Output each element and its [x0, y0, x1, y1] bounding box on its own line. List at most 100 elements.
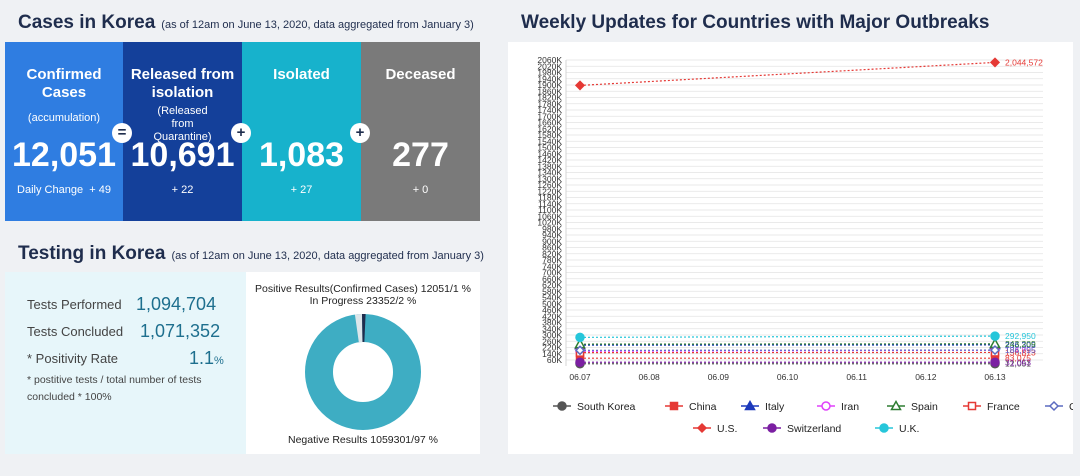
- weekly-updates-line-chart: 60K140K220K260K300K340K380K420K460K500K5…: [537, 55, 1080, 435]
- y-tick-label: 1900K: [537, 80, 562, 90]
- legend-label-switzerland: Switzerland: [787, 423, 841, 435]
- card-confirmed: Confirmed Cases (accumulation) 12,051 Da…: [5, 42, 123, 221]
- y-tick-label: 1140K: [538, 199, 562, 209]
- series-france: 156,813: [575, 347, 1036, 357]
- testing-subtitle: (as of 12am on June 13, 2020, data aggre…: [171, 250, 484, 262]
- chart-panel: 60K 140K 220K 260K 300K 340K 380K 420K 460K 500K 5…: [508, 42, 1080, 454]
- y-tick-label: 1980K: [537, 68, 562, 78]
- legend-item-south-korea[interactable]: South Korea: [553, 401, 636, 413]
- card-confirmed-sub: (accumulation): [27, 112, 101, 124]
- tests-performed-value: 1,094,704: [136, 294, 217, 314]
- y-tick-label: 660K: [542, 274, 562, 284]
- y-tick-label: 900K: [542, 236, 562, 246]
- data-label-germany: 186,795: [1005, 345, 1036, 355]
- data-point-u-s: [574, 80, 586, 91]
- card-isolated-change: + 27: [290, 184, 313, 196]
- legend-item-france[interactable]: France: [963, 401, 1020, 413]
- y-tick-label: 780K: [542, 255, 562, 265]
- y-tick-label: 540K: [542, 293, 562, 303]
- data-label-iran: 184,955: [1005, 345, 1036, 355]
- y-tick-label: 260K: [542, 336, 562, 346]
- card-released-label: Released from isolation: [130, 66, 235, 101]
- card-released-value: 10,691: [130, 136, 235, 174]
- legend-label-south-korea: South Korea: [577, 401, 636, 413]
- data-label-spain: 243,209: [1005, 339, 1036, 349]
- positivity-footnote: * postitive tests / total number of test…: [27, 374, 202, 386]
- positivity-rate-label: * Positivity Rate: [27, 351, 119, 366]
- y-tick-label: 1660K: [537, 118, 562, 128]
- tests-concluded-label: Tests Concluded: [27, 324, 124, 339]
- testing-section-title: Testing in Korea (as of 12am on June 13, …: [18, 243, 484, 265]
- donut-top-labels: Positive Results(Confirmed Cases) 12051/…: [246, 283, 480, 307]
- legend-marker-china: [669, 401, 679, 411]
- donut-negative-label: Negative Results 1059301/97 %: [287, 434, 438, 446]
- cases-section-title: Cases in Korea (as of 12am on June 13, 20…: [18, 12, 474, 34]
- y-tick-label: 740K: [542, 261, 562, 271]
- y-tick-label: 300K: [542, 330, 562, 340]
- y-tick-label: 420K: [542, 311, 562, 321]
- y-tick-label: 1260K: [537, 180, 562, 190]
- x-tick-label: 06.13: [984, 372, 1006, 382]
- legend-item-germany[interactable]: Germany: [1045, 400, 1080, 413]
- y-tick-label: 380K: [542, 318, 562, 328]
- card-isolated-value: 1,083: [258, 136, 345, 174]
- y-tick-label: 60K: [547, 355, 562, 365]
- y-tick-label: 1500K: [537, 143, 562, 153]
- legend-marker-germany: [1048, 400, 1060, 412]
- tests-performed-label: Tests Performed: [27, 297, 122, 312]
- legend-marker-u-k: [879, 423, 889, 433]
- plus-icon: +: [231, 123, 251, 143]
- y-tick-label: 700K: [542, 268, 562, 278]
- testing-title: Testing in Korea: [18, 243, 166, 264]
- data-label-france: 156,813: [1005, 347, 1036, 357]
- y-tick-label: 580K: [542, 286, 562, 296]
- card-confirmed-value: 12,051: [12, 136, 116, 174]
- legend-marker-france: [967, 401, 977, 411]
- data-label-china: 83,075: [1005, 353, 1031, 363]
- data-point-germany: [989, 345, 1001, 356]
- test-results-donut: [305, 314, 421, 430]
- y-tick-label: 1020K: [537, 218, 562, 228]
- y-tick-label: 1220K: [537, 186, 562, 196]
- chart-section-title: Weekly Updates for Countries with Major …: [521, 12, 990, 33]
- x-tick-label: 06.07: [569, 372, 591, 382]
- legend-item-switzerland[interactable]: Switzerland: [763, 423, 841, 435]
- legend-item-spain[interactable]: Spain: [887, 399, 938, 413]
- card-confirmed-change: Daily Change + 49: [17, 184, 111, 196]
- y-tick-label: 500K: [542, 299, 562, 309]
- y-tick-label: 1100K: [538, 205, 562, 215]
- equals-icon: =: [112, 123, 132, 143]
- card-released: Released from isolation (Released from Q…: [123, 42, 242, 221]
- legend-item-u-s[interactable]: U.S.: [693, 422, 737, 435]
- legend-item-iran[interactable]: Iran: [817, 401, 859, 413]
- card-released-change: + 22: [171, 184, 194, 196]
- y-tick-label: 220K: [542, 343, 562, 353]
- y-tick-label: 1620K: [537, 124, 562, 134]
- y-tick-label: 1420K: [537, 155, 562, 165]
- positivity-footnote-2: concluded * 100%: [27, 391, 112, 403]
- data-label-u-k: 292,950: [1005, 331, 1036, 341]
- x-tick-label: 06.11: [846, 372, 867, 382]
- legend-label-u-s: U.S.: [717, 423, 737, 435]
- data-label-u-s: 2,044,572: [1005, 57, 1043, 67]
- legend-marker-italy: [744, 399, 756, 411]
- y-tick-label: 1580K: [537, 130, 562, 140]
- y-tick-label: 140K: [542, 349, 562, 359]
- series-u-s: 2,044,572: [574, 57, 1043, 91]
- y-tick-label: 1300K: [537, 174, 562, 184]
- card-deceased-label: Deceased: [385, 66, 456, 83]
- card-released-sub: (Released from Quarantine): [153, 105, 212, 143]
- y-tick-label: 1460K: [537, 149, 562, 159]
- legend-label-italy: Italy: [765, 401, 785, 413]
- donut-progress-label: In Progress 23352/2 %: [309, 295, 417, 307]
- card-deceased-value: 277: [392, 136, 449, 174]
- legend-item-italy[interactable]: Italy: [741, 399, 785, 413]
- data-point-germany: [574, 345, 586, 356]
- data-point-u-s: [989, 57, 1001, 68]
- legend-item-u-k[interactable]: U.K.: [875, 423, 919, 435]
- series-germany: 186,795: [574, 345, 1036, 356]
- legend-item-china[interactable]: China: [665, 401, 717, 413]
- y-tick-label: 2060K: [537, 55, 562, 65]
- legend-marker-iran: [821, 401, 831, 411]
- card-isolated: Isolated 1,083 + 27: [242, 42, 361, 221]
